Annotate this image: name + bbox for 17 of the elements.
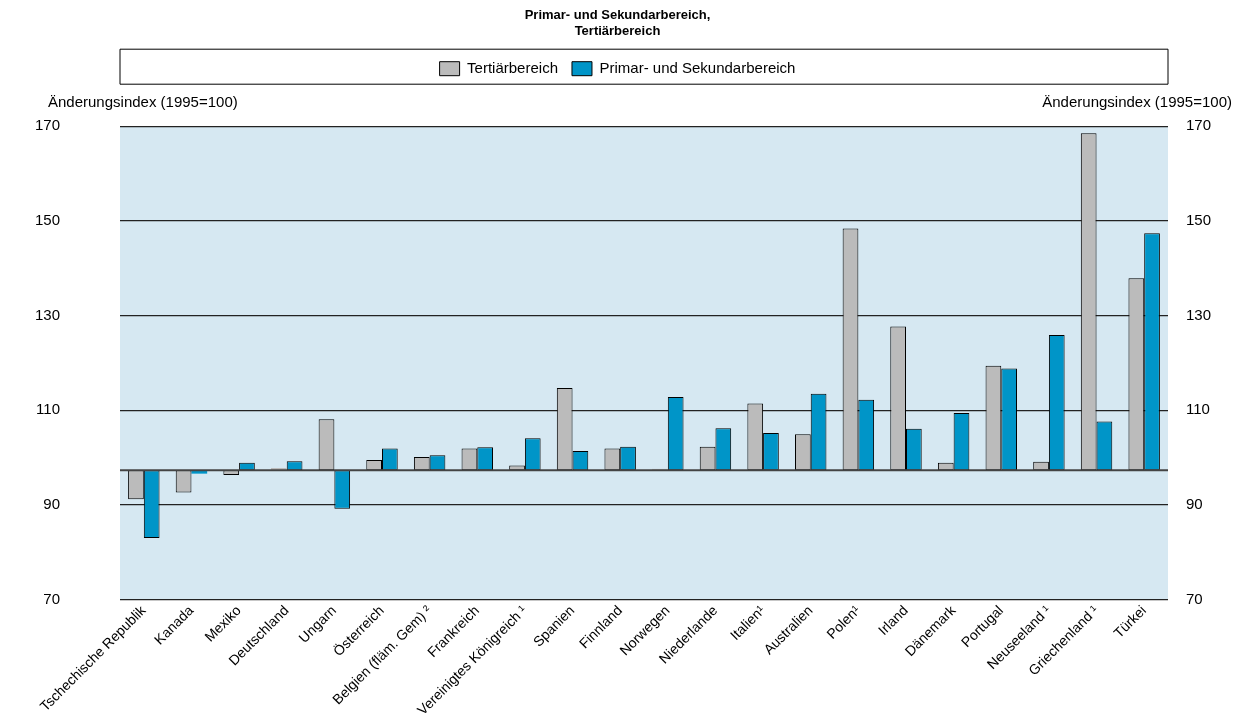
y-tick-label: 90	[43, 495, 60, 513]
y2-axis-title: Änderungsindex (1995=100)	[1042, 92, 1232, 110]
y-tick-label: 150	[34, 211, 60, 229]
y-tick-label: 130	[34, 305, 60, 323]
legend-label: Tertiärbereich	[467, 58, 558, 76]
y-tick-label: 170	[34, 116, 60, 134]
y2-tick-label: 170	[1186, 116, 1212, 134]
chart-title: Primar- und Sekundarbereich, Tertiärbereich	[524, 7, 711, 38]
y2-tick-label: 70	[1186, 589, 1203, 607]
y-axis-title: Änderungsindex (1995=100)	[48, 92, 238, 110]
legend-label: Primar- und Sekundarbereich	[599, 58, 796, 76]
y2-tick-label: 110	[1186, 400, 1210, 418]
y2-tick-label: 130	[1186, 305, 1212, 323]
y-tick-label: 110	[36, 400, 60, 418]
y2-tick-label: 90	[1186, 495, 1203, 513]
y-tick-label: 70	[43, 589, 60, 607]
y2-tick-label: 150	[1186, 211, 1212, 229]
